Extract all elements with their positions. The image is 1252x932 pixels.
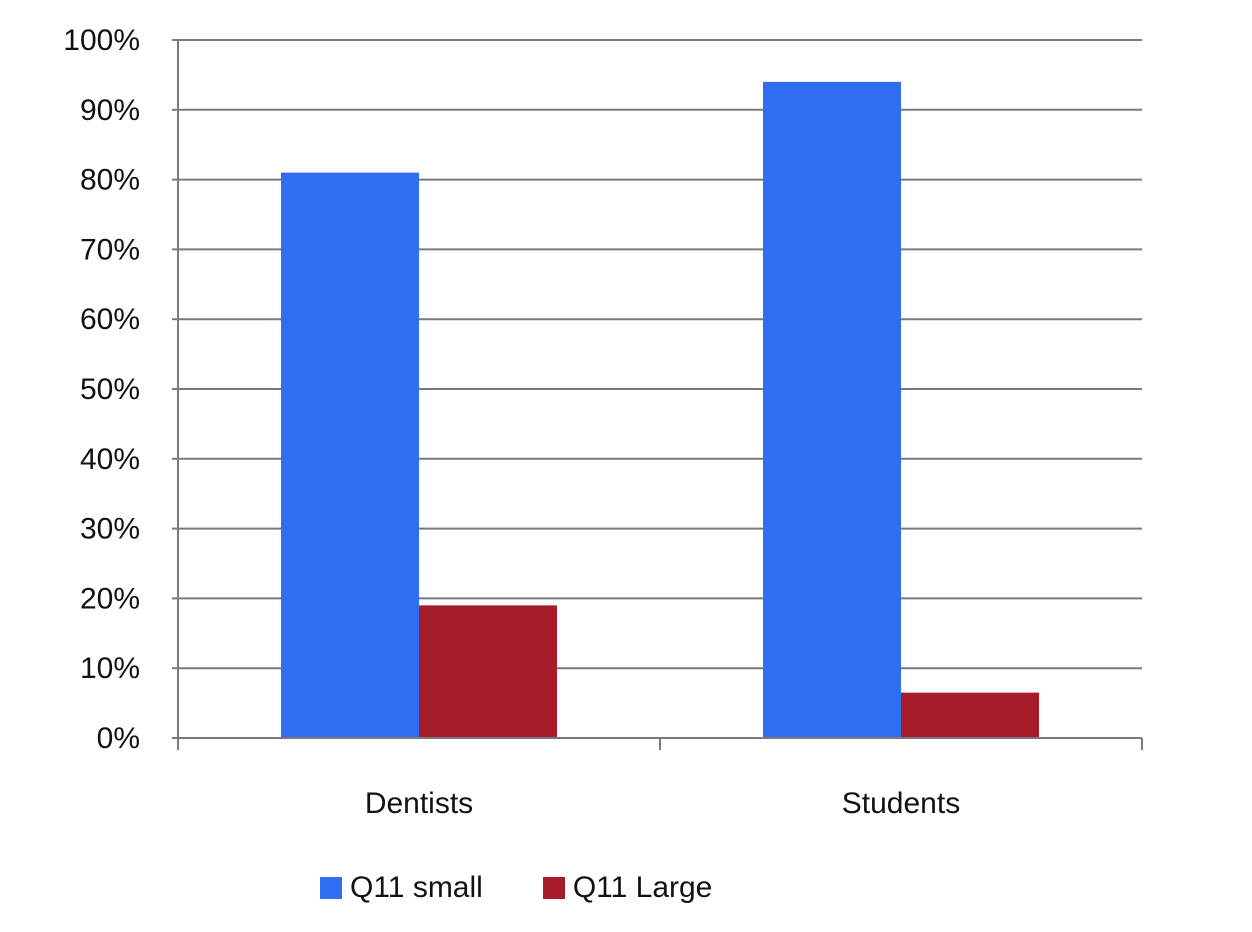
- bar-small-students: [763, 81, 901, 738]
- y-tick-label: 10%: [80, 652, 140, 685]
- legend: Q11 small Q11 Large: [320, 868, 772, 908]
- bar-small-dentists: [281, 172, 419, 738]
- legend-swatch-small: [320, 877, 342, 899]
- y-tick-label: 60%: [80, 303, 140, 336]
- y-tick-label: 100%: [63, 24, 140, 57]
- y-tick-label: 0%: [97, 722, 140, 755]
- legend-label-small: Q11 small: [350, 871, 483, 904]
- label-layer: 0% 10% 20% 30% 40% 50% 60% 70% 80% 90% 100% Dentist…: [63, 24, 960, 820]
- bar-large-students: [901, 692, 1039, 738]
- legend-item-large: Q11 Large: [542, 871, 713, 905]
- x-tick-label: Students: [842, 787, 960, 820]
- bar-large-dentists: [419, 605, 557, 738]
- y-tick-label: 90%: [80, 94, 140, 127]
- y-tick-label: 30%: [80, 513, 140, 546]
- y-tick-label: 80%: [80, 164, 140, 197]
- legend-item-small: Q11 small: [320, 871, 483, 905]
- y-tick-label: 70%: [80, 233, 140, 266]
- axis-layer: [172, 39, 1143, 750]
- bar-layer: [281, 81, 1039, 738]
- legend-label-large: Q11 Large: [572, 871, 713, 904]
- y-tick-label: 20%: [80, 582, 140, 615]
- y-tick-label: 40%: [80, 443, 140, 476]
- legend-swatch-large: [542, 877, 565, 899]
- x-tick-label: Dentists: [365, 787, 473, 820]
- y-tick-label: 50%: [80, 373, 140, 406]
